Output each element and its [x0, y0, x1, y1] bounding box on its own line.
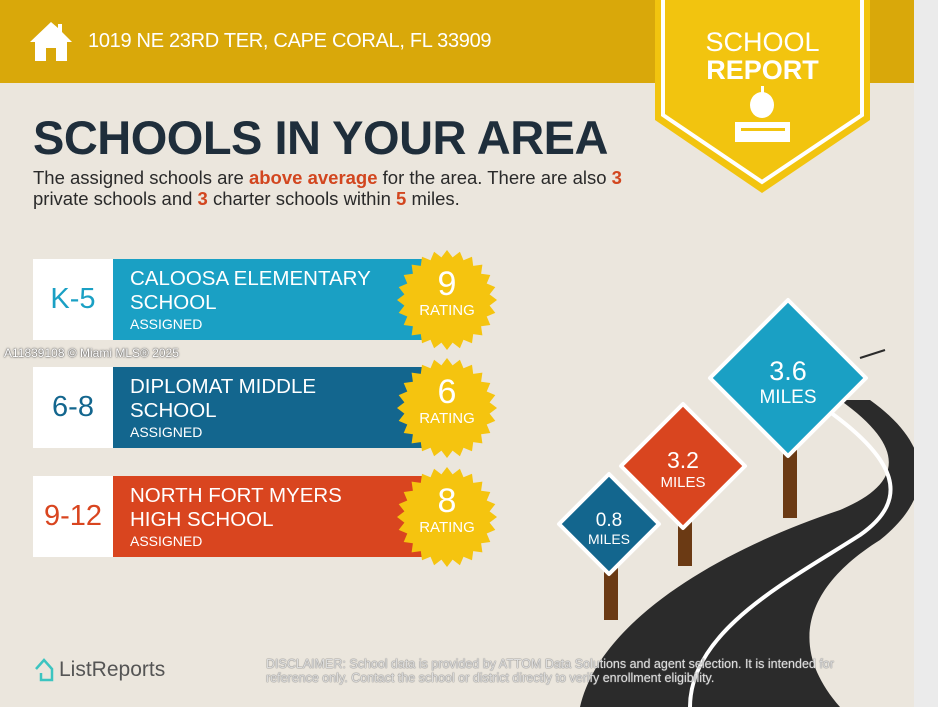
school-status: ASSIGNED	[130, 533, 203, 549]
rating: 8 RATING	[397, 476, 497, 557]
badge-line1: SCHOOL	[705, 27, 820, 57]
school-name: NORTH FORT MYERS HIGH SCHOOL	[130, 484, 342, 531]
distance-sign: 0.8 MILES	[557, 472, 661, 620]
rating-starburst	[397, 250, 497, 350]
rating-label: RATING	[419, 410, 475, 427]
grade-range: 6-8	[33, 367, 113, 448]
logo-icon	[35, 658, 54, 682]
listreports-logo[interactable]: ListReports	[33, 657, 165, 683]
home-icon	[30, 22, 72, 61]
badge-line2: REPORT	[706, 55, 819, 85]
intro-text: The assigned schools are above average f…	[33, 167, 622, 209]
sign-unit: MILES	[660, 474, 705, 491]
sign-unit: MILES	[588, 531, 630, 547]
school-band: DIPLOMAT MIDDLE SCHOOL ASSIGNED	[113, 367, 423, 448]
school-band: CALOOSA ELEMENTARY SCHOOL ASSIGNED	[113, 259, 423, 340]
grade-range: 9-12	[33, 476, 113, 557]
rating-label: RATING	[419, 302, 475, 319]
distance-sign: 3.6 MILES	[708, 298, 868, 518]
rating-value: 6	[437, 373, 457, 411]
school-status: ASSIGNED	[130, 316, 203, 332]
rating-value: 9	[437, 265, 457, 303]
school-name: CALOOSA ELEMENTARY SCHOOL	[130, 267, 371, 314]
rating-value: 8	[437, 482, 457, 520]
grade-range: K-5	[33, 259, 113, 340]
property-address: 1019 NE 23RD TER, CAPE CORAL, FL 33909	[88, 30, 492, 52]
sign-distance: 0.8	[596, 510, 622, 531]
sign-unit: MILES	[759, 387, 816, 408]
distance-sign: 3.2 MILES	[619, 402, 747, 566]
disclaimer: DISCLAIMER: School data is provided by A…	[266, 657, 834, 685]
road-illustration: 0.8 MILES 3.2 MILES 3.6 MILES	[557, 298, 914, 707]
school-row: K-5 CALOOSA ELEMENTARY SCHOOL ASSIGNED 9 RA…	[33, 250, 498, 350]
school-row: 6-8 DIPLOMAT MIDDLE SCHOOL ASSIGNED 6 RATIN…	[33, 358, 498, 458]
school-report: 1019 NE 23RD TER, CAPE CORAL, FL 33909 S…	[0, 0, 914, 707]
school-band: NORTH FORT MYERS HIGH SCHOOL ASSIGNED	[113, 476, 423, 557]
sign-distance: 3.2	[667, 447, 699, 473]
mls-watermark: A11839108 © Miami MLS® 2025	[4, 346, 179, 360]
rating: 9 RATING	[397, 259, 497, 340]
rating-starburst	[397, 358, 497, 458]
sign-distance: 3.6	[769, 356, 807, 386]
rating-starburst	[397, 467, 497, 567]
page-title: SCHOOLS IN YOUR AREA	[33, 111, 608, 164]
school-name: DIPLOMAT MIDDLE SCHOOL	[130, 375, 317, 422]
rating-label: RATING	[419, 519, 475, 536]
school-status: ASSIGNED	[130, 424, 203, 440]
apple-books-icon	[735, 86, 790, 142]
school-report-badge	[655, 0, 870, 193]
school-row: 9-12 NORTH FORT MYERS HIGH SCHOOL ASSIGNED…	[33, 467, 498, 567]
rating: 6 RATING	[397, 367, 497, 448]
